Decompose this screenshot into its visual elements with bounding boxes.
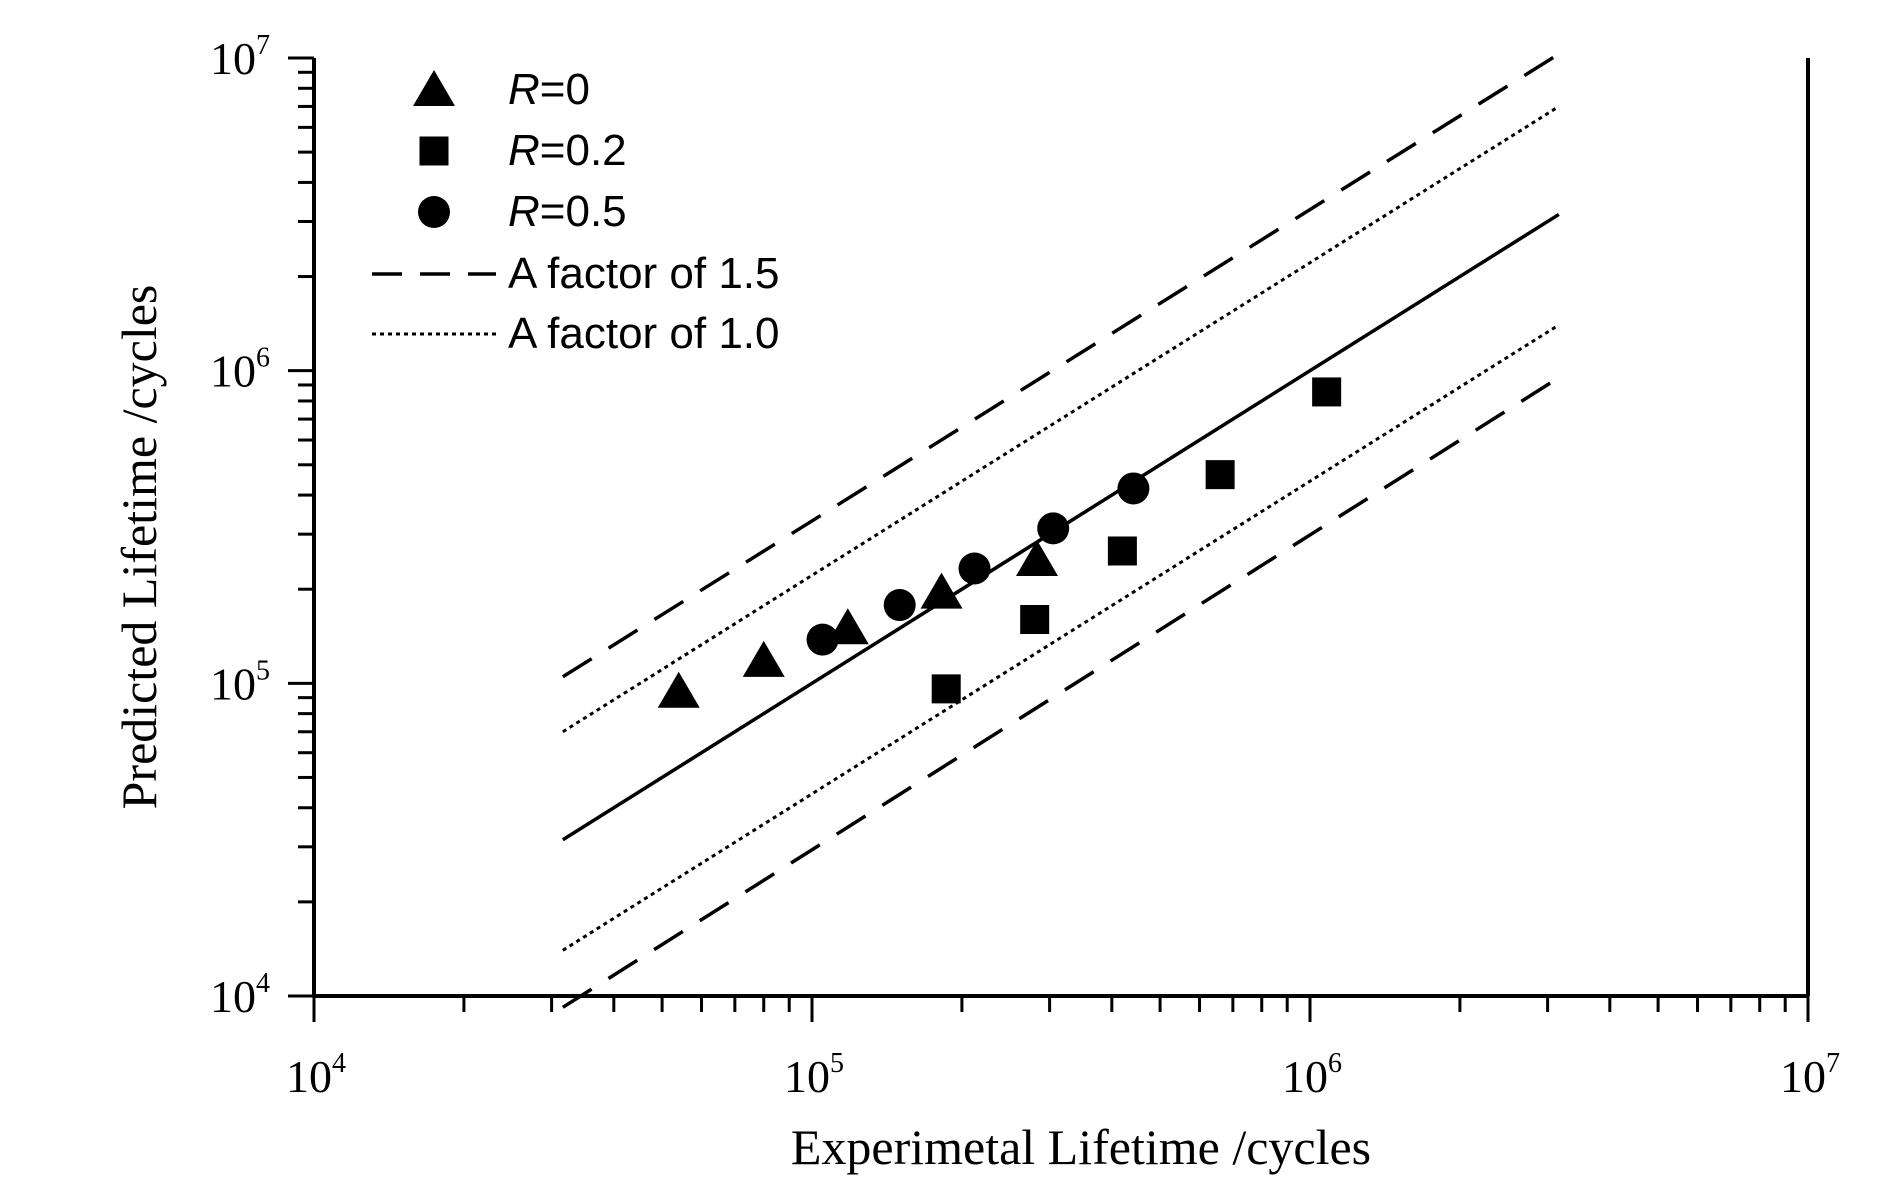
x-tick-label-exponent: 7 xyxy=(1826,1048,1840,1079)
legend: R=0R=0.2R=0.5A factor of 1.5A factor of … xyxy=(372,65,780,358)
data-point-circle-1 xyxy=(883,589,916,622)
legend-label-value: =0 xyxy=(540,65,590,114)
data-point-triangle-1 xyxy=(742,640,785,677)
y-tick-label-exponent: 6 xyxy=(256,343,270,374)
legend-label-value: =0.5 xyxy=(540,187,627,236)
plot-data-layer xyxy=(561,52,1560,1009)
data-point-square-1 xyxy=(1020,605,1050,635)
legend-entry-3: A factor of 1.5 xyxy=(372,249,780,298)
reference-line-dashed-2 xyxy=(561,376,1560,1009)
x-tick-label: 104 xyxy=(286,1048,346,1102)
y-tick-label: 104 xyxy=(210,968,270,1022)
data-point-circle-0 xyxy=(806,623,839,656)
reference-line-dashed-1 xyxy=(561,52,1560,679)
x-tick-label-base: 10 xyxy=(784,1051,830,1102)
legend-label: R=0.2 xyxy=(508,126,627,175)
x-tick-label-exponent: 4 xyxy=(332,1048,346,1079)
y-tick-label-exponent: 7 xyxy=(256,30,270,61)
x-axis-title: Experimetal Lifetime /cycles xyxy=(791,1119,1371,1175)
y-tick-label-base: 10 xyxy=(210,658,256,709)
data-point-square-2 xyxy=(1107,536,1137,566)
x-tick-label-exponent: 5 xyxy=(830,1048,844,1079)
y-tick-label-exponent: 5 xyxy=(256,655,270,686)
legend-entry-4: A factor of 1.0 xyxy=(372,309,780,358)
data-point-circle-2 xyxy=(958,552,991,585)
legend-marker-triangle xyxy=(413,70,455,106)
y-tick-label-base: 10 xyxy=(210,971,256,1022)
y-tick-label: 106 xyxy=(210,343,270,397)
x-tick-label: 106 xyxy=(1282,1048,1342,1102)
y-axis-title: Predicted Lifetime /cycles xyxy=(111,285,167,810)
y-tick-label-exponent: 4 xyxy=(256,968,270,999)
legend-entry-2: R=0.5 xyxy=(418,187,627,236)
data-point-triangle-0 xyxy=(657,671,700,708)
legend-label: A factor of 1.5 xyxy=(508,249,780,298)
legend-marker-circle xyxy=(418,196,450,228)
x-tick-label-base: 10 xyxy=(1780,1051,1826,1102)
y-tick-label-base: 10 xyxy=(210,346,256,397)
legend-label-variable: R xyxy=(508,65,540,114)
y-tick-label-base: 10 xyxy=(210,33,256,84)
legend-entry-0: R=0 xyxy=(413,65,590,114)
data-point-square-0 xyxy=(931,674,961,704)
legend-label: R=0 xyxy=(508,65,590,114)
legend-label-variable: R xyxy=(508,126,540,175)
x-tick-label-base: 10 xyxy=(286,1051,332,1102)
x-tick-label: 105 xyxy=(784,1048,844,1102)
y-tick-label: 107 xyxy=(210,30,270,84)
data-point-square-4 xyxy=(1312,377,1342,407)
x-tick-label-base: 10 xyxy=(1282,1051,1328,1102)
legend-entry-1: R=0.2 xyxy=(419,126,627,175)
data-point-triangle-3 xyxy=(920,572,963,609)
x-tick-label: 107 xyxy=(1780,1048,1840,1102)
legend-label: A factor of 1.0 xyxy=(508,309,780,358)
data-point-circle-3 xyxy=(1037,512,1070,545)
legend-label-variable: R xyxy=(508,187,540,236)
data-point-triangle-4 xyxy=(1015,540,1058,577)
legend-label: R=0.5 xyxy=(508,187,627,236)
y-tick-label: 105 xyxy=(210,655,270,709)
x-tick-label-exponent: 6 xyxy=(1328,1048,1342,1079)
legend-label-value: =0.2 xyxy=(540,126,627,175)
data-point-square-3 xyxy=(1205,460,1235,490)
legend-marker-square xyxy=(419,136,449,166)
data-point-circle-4 xyxy=(1117,472,1150,505)
